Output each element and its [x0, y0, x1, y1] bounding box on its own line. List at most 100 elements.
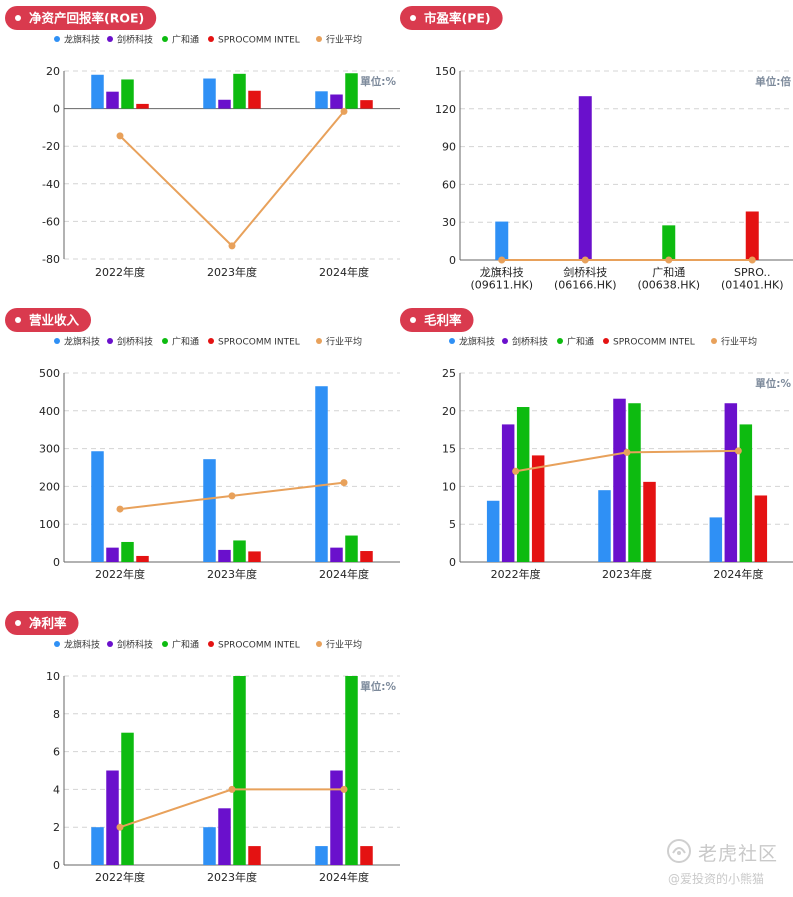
bar-pe-c1: [578, 96, 592, 260]
title-dot-icon: [15, 620, 21, 626]
pe-title: 市盈率(PE): [424, 11, 491, 26]
x-tick-label: 2022年度: [491, 567, 541, 581]
legend-label-3: SPROCOMM INTEL: [218, 641, 300, 651]
legend-marker-1: [107, 36, 113, 42]
bar-s1-c1: [613, 398, 626, 562]
gross-title: 毛利率: [424, 313, 462, 328]
net-chart: 10 8 6 4 2 0 單位:% 2022年度 2023年度 2024年度: [46, 670, 400, 884]
legend-label-4: 行业平均: [721, 336, 757, 348]
legend-marker-2: [162, 36, 168, 42]
average-point-0: [116, 505, 124, 513]
tiger-logo-icon: [667, 839, 691, 863]
x-tick-label: 2023年度: [207, 265, 257, 279]
bar-s2-c2: [739, 424, 753, 562]
average-point-1: [228, 242, 236, 250]
pe-unit-label: 单位:倍: [755, 75, 791, 88]
y-tick-label: 20: [442, 405, 456, 418]
x-tick-label: (00638.HK): [637, 279, 700, 292]
roe-title-pill: 净资产回报率(ROE): [5, 6, 157, 30]
net-legend: 龙旗科技 剑桥科技 广和通 SPROCOMM INTEL 行业平均: [54, 639, 362, 651]
legend-marker-3: [208, 338, 214, 344]
bar-s2-c2: [345, 676, 358, 865]
bar-pe-c2: [662, 225, 676, 260]
legend-label-1: 剑桥科技: [117, 34, 153, 46]
bar-s2-c0: [121, 541, 134, 562]
average-point-2: [340, 479, 348, 487]
legend-marker-0: [54, 338, 60, 344]
legend-label-0: 龙旗科技: [64, 34, 100, 46]
y-tick-label: 0: [53, 103, 60, 116]
bar-s1-c0: [501, 424, 515, 562]
title-dot-icon: [15, 15, 21, 21]
legend-marker-0: [54, 641, 60, 647]
y-tick-label: 120: [435, 103, 456, 116]
legend-label-2: 广和通: [172, 639, 199, 651]
bar-s0-c0: [91, 451, 104, 562]
revenue-legend: 龙旗科技 剑桥科技 广和通 SPROCOMM INTEL 行业平均: [54, 336, 362, 348]
bar-s3-c1: [248, 551, 261, 562]
legend-marker-4: [316, 641, 322, 647]
legend-label-3: SPROCOMM INTEL: [218, 36, 300, 46]
y-tick-label: 0: [449, 556, 456, 569]
bar-s0-c1: [203, 78, 216, 109]
legend-marker-4: [711, 338, 717, 344]
y-tick-label: 20: [46, 65, 60, 78]
legend-marker-4: [316, 338, 322, 344]
bar-s2-c0: [516, 407, 530, 562]
x-tick-label: 2024年度: [319, 265, 369, 279]
bar-s0-c0: [91, 827, 104, 865]
legend-label-4: 行业平均: [326, 639, 362, 651]
bar-s0-c2: [315, 846, 328, 865]
legend-label-2: 广和通: [172, 34, 199, 46]
title-dot-icon: [410, 15, 416, 21]
x-tick-label: 2024年度: [319, 567, 369, 581]
bar-s0-c1: [203, 827, 216, 865]
legend-marker-4: [316, 36, 322, 42]
pe-title-pill: 市盈率(PE): [400, 6, 503, 30]
y-tick-label: 500: [39, 367, 60, 380]
watermark-user: @爱投资的小熊猫: [668, 872, 765, 886]
net-unit-label: 單位:%: [360, 680, 396, 693]
x-tick-label: 2022年度: [95, 567, 145, 581]
average-point-2: [734, 447, 742, 455]
watermark-brand: 老虎社区: [698, 843, 779, 865]
x-tick-label: (01401.HK): [721, 279, 784, 292]
revenue-chart: 500 400 300 200 100 0 2022年度 2023年度 2024年度: [39, 367, 400, 581]
roe-legend: 龙旗科技 剑桥科技 广和通 SPROCOMM INTEL 行业平均: [54, 34, 362, 46]
y-tick-label: 25: [442, 367, 456, 380]
x-tick-label: 广和通: [652, 266, 685, 279]
average-point-0: [498, 256, 506, 264]
legend-marker-3: [208, 641, 214, 647]
gross-legend: 龙旗科技 剑桥科技 广和通 SPROCOMM INTEL 行业平均: [449, 336, 757, 348]
y-tick-label: 0: [449, 254, 456, 267]
average-point-2: [665, 256, 673, 264]
legend-marker-3: [603, 338, 609, 344]
average-point-3: [748, 256, 756, 264]
y-tick-label: 4: [53, 783, 60, 796]
x-tick-label: 2023年度: [602, 567, 652, 581]
bar-s1-c2: [724, 403, 738, 562]
x-tick-label: 2023年度: [207, 567, 257, 581]
bar-s2-c2: [345, 73, 358, 109]
bar-s2-c1: [628, 403, 641, 562]
average-point-2: [340, 107, 348, 115]
y-tick-label: 30: [442, 216, 456, 229]
y-tick-label: 10: [46, 670, 60, 683]
bar-s1-c2: [330, 547, 343, 562]
legend-marker-1: [107, 641, 113, 647]
average-point-0: [116, 823, 124, 831]
y-tick-label: 90: [442, 141, 456, 154]
average-line: [119, 788, 344, 829]
y-tick-label: -80: [42, 253, 60, 266]
bar-s1-c2: [330, 770, 343, 865]
y-tick-label: 400: [39, 405, 60, 418]
bar-s0-c2: [315, 91, 328, 109]
x-tick-label: (06166.HK): [554, 279, 617, 292]
legend-label-4: 行业平均: [326, 34, 362, 46]
x-tick-label: 2022年度: [95, 870, 145, 884]
net-title-pill: 净利率: [5, 611, 79, 635]
y-tick-label: 10: [442, 480, 456, 493]
bar-s0-c0: [486, 500, 500, 562]
legend-marker-2: [557, 338, 563, 344]
